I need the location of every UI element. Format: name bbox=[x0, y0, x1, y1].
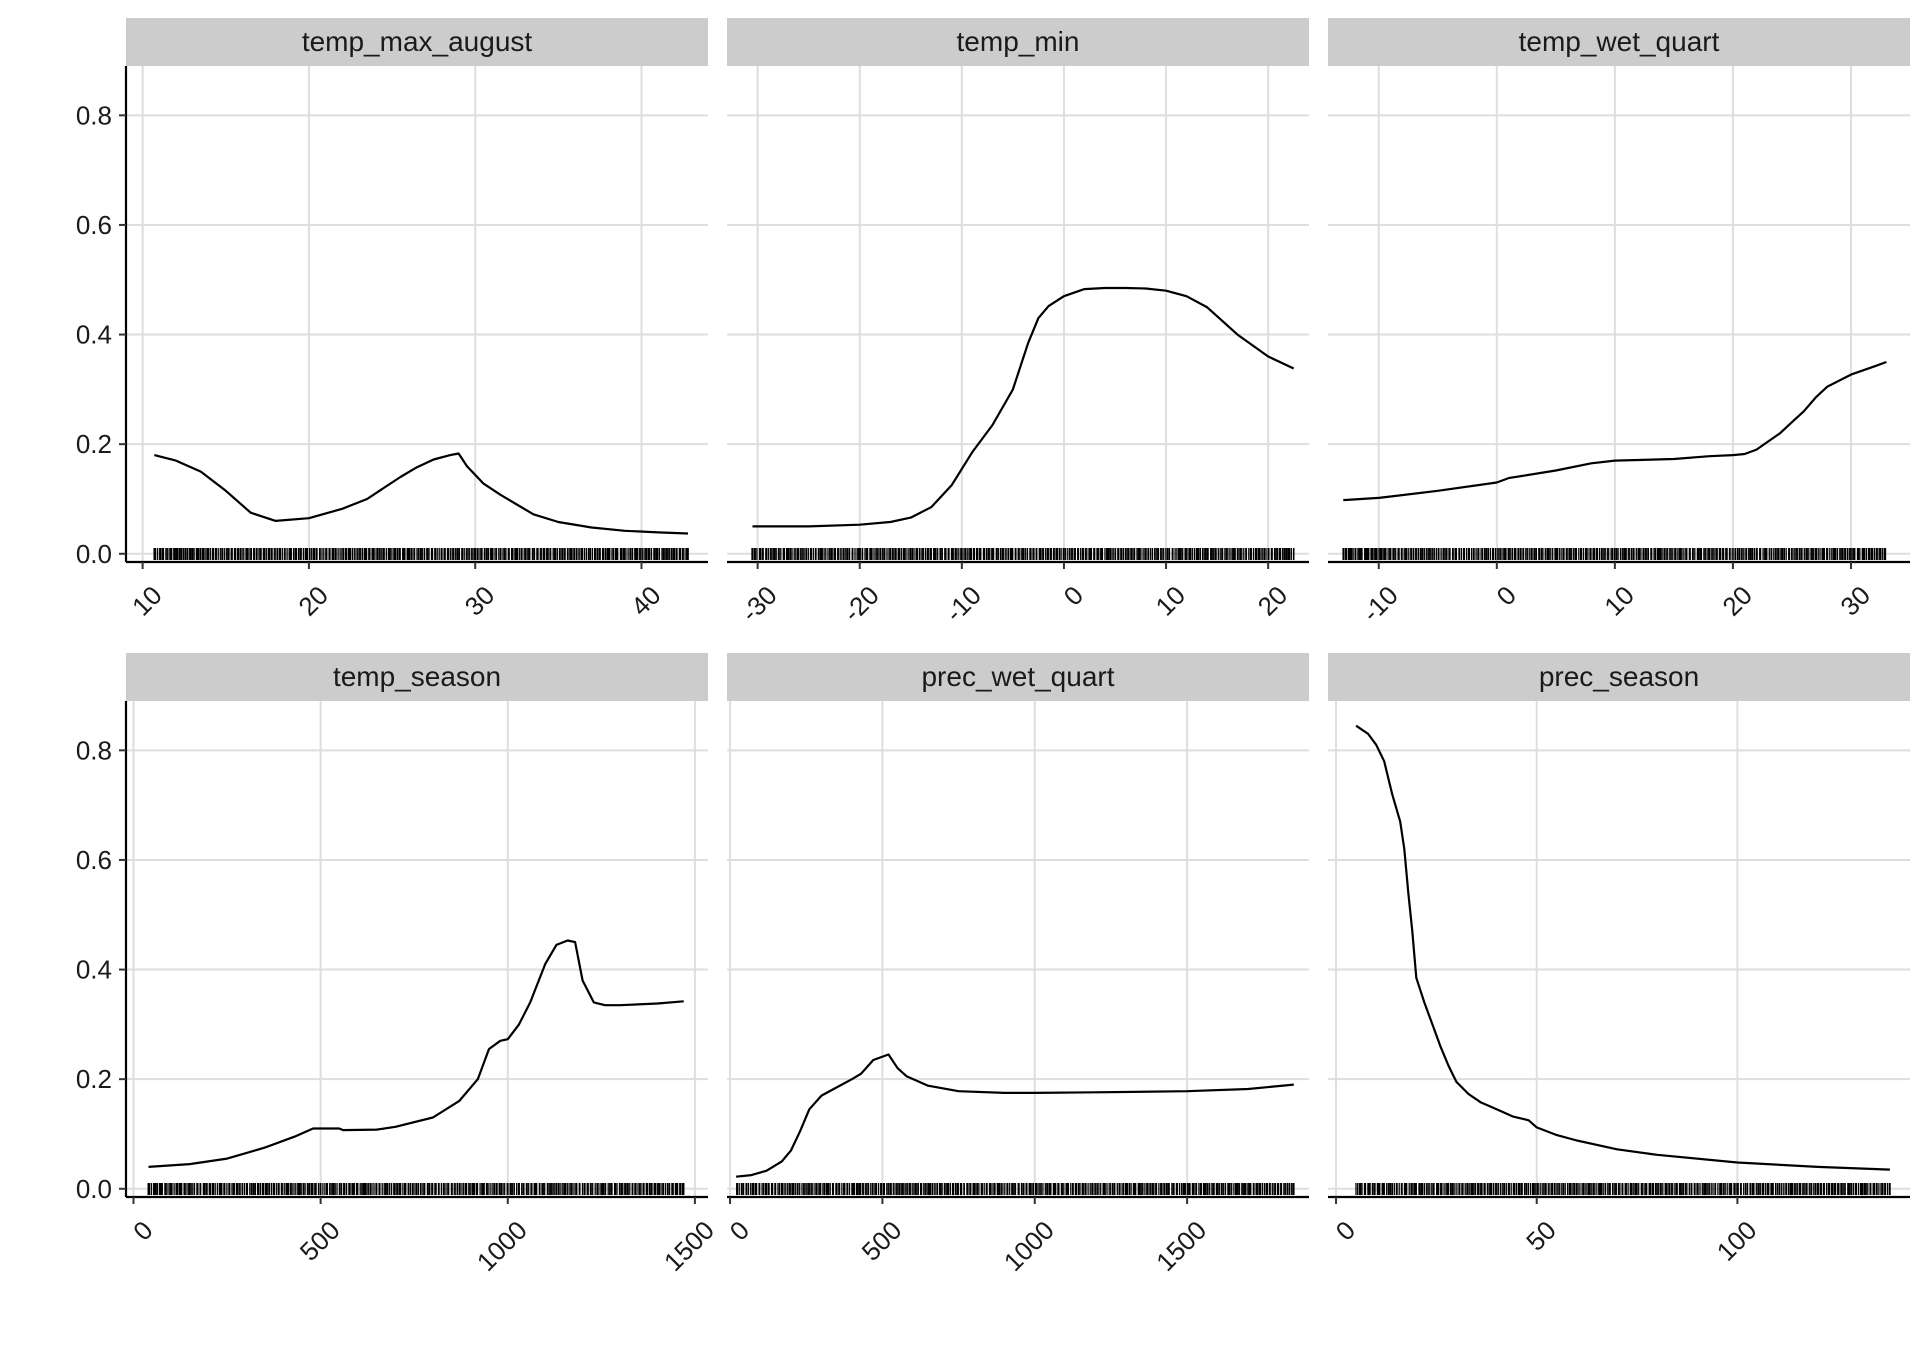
rug-band bbox=[147, 1183, 684, 1195]
rug-band bbox=[1342, 548, 1887, 560]
y-tick-label: 0.4 bbox=[76, 955, 112, 985]
rug-band bbox=[153, 548, 688, 560]
x-tick-label: 0 bbox=[127, 1215, 158, 1246]
x-tick-label: 0 bbox=[1490, 580, 1521, 611]
y-tick-label: 0.4 bbox=[76, 320, 112, 350]
panel-prec-season: prec_season 0 50 100 bbox=[1328, 653, 1910, 1267]
facet-strip-label: prec_wet_quart bbox=[921, 661, 1114, 692]
facet-strip bbox=[727, 653, 1309, 701]
series-line bbox=[1355, 724, 1890, 1171]
x-tick-label: 1000 bbox=[471, 1215, 533, 1277]
y-tick-label: 0.6 bbox=[76, 210, 112, 240]
x-tick-label: 1000 bbox=[998, 1215, 1060, 1277]
x-tick-label: 20 bbox=[1252, 580, 1294, 622]
x-tick-label: 1500 bbox=[1150, 1215, 1212, 1277]
facet-strip bbox=[126, 653, 708, 701]
x-tick-label: -10 bbox=[939, 580, 987, 628]
facet-strip-label: prec_season bbox=[1539, 661, 1699, 692]
series-line bbox=[148, 939, 684, 1168]
x-tick-label: 500 bbox=[294, 1215, 346, 1267]
panel-temp-min: temp_min -30 -20 -10 0 10 20 bbox=[727, 18, 1309, 628]
facet-strip-label: temp_max_august bbox=[302, 26, 533, 57]
x-tick-label: 30 bbox=[1834, 580, 1876, 622]
series-line bbox=[1343, 360, 1887, 502]
x-tick-label: -10 bbox=[1356, 580, 1404, 628]
x-tick-label: 40 bbox=[625, 580, 667, 622]
x-tick-label: 0 bbox=[1058, 580, 1089, 611]
x-tick-label: 0 bbox=[1330, 1215, 1361, 1246]
facet-strip bbox=[1328, 653, 1910, 701]
x-tick-label: 100 bbox=[1711, 1215, 1763, 1267]
series-line bbox=[154, 452, 689, 535]
panel-prec-wet-quart: prec_wet_quart 0 500 1000 1500 bbox=[724, 653, 1309, 1277]
y-tick-label: 0.0 bbox=[76, 539, 112, 569]
rug-band bbox=[736, 1183, 1294, 1195]
x-tick-label: 1500 bbox=[658, 1215, 720, 1277]
x-tick-label: 10 bbox=[126, 580, 168, 622]
facet-strip-label: temp_min bbox=[957, 26, 1080, 57]
panel-temp-wet-quart: temp_wet_quart -10 0 10 20 30 bbox=[1328, 18, 1910, 628]
facet-strip-label: temp_season bbox=[333, 661, 501, 692]
x-tick-label: 20 bbox=[1716, 580, 1758, 622]
facet-strip bbox=[126, 18, 708, 66]
x-tick-label: -20 bbox=[837, 580, 885, 628]
rug-band bbox=[1355, 1183, 1891, 1195]
x-tick-label: 50 bbox=[1520, 1215, 1562, 1257]
y-tick-label: 0.2 bbox=[76, 1064, 112, 1094]
series-line bbox=[735, 1053, 1294, 1178]
x-tick-label: 10 bbox=[1598, 580, 1640, 622]
x-tick-label: -30 bbox=[735, 580, 783, 628]
y-tick-label: 0.8 bbox=[76, 735, 112, 765]
x-tick-label: 30 bbox=[459, 580, 501, 622]
y-tick-label: 0.0 bbox=[76, 1174, 112, 1204]
y-tick-label: 0.8 bbox=[76, 100, 112, 130]
x-tick-label: 0 bbox=[724, 1215, 755, 1246]
y-tick-label: 0.6 bbox=[76, 845, 112, 875]
series-line bbox=[752, 286, 1295, 528]
x-tick-label: 500 bbox=[856, 1215, 908, 1267]
facet-strip bbox=[1328, 18, 1910, 66]
facet-strip bbox=[727, 18, 1309, 66]
facet-strip-label: temp_wet_quart bbox=[1519, 26, 1720, 57]
x-tick-label: 10 bbox=[1150, 580, 1192, 622]
y-tick-label: 0.2 bbox=[76, 429, 112, 459]
panel-temp-max-august: temp_max_august 0.0 0.2 0.4 0.6 0.8 10 20 30 40 bbox=[76, 18, 708, 622]
x-tick-label: 20 bbox=[292, 580, 334, 622]
panel-temp-season: temp_season 0.0 0.2 0.4 0.6 0.8 0 500 1000 1500 bbox=[76, 653, 720, 1277]
